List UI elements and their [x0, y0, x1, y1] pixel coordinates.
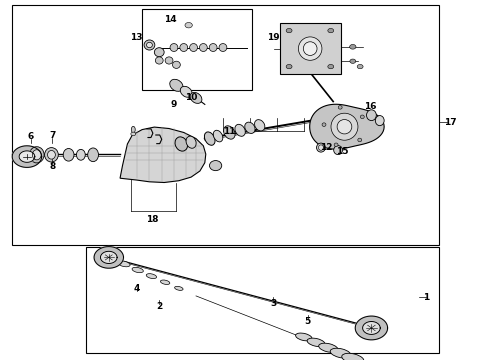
Ellipse shape [29, 147, 44, 163]
Text: 9: 9 [171, 100, 177, 109]
Ellipse shape [147, 42, 152, 48]
Ellipse shape [48, 150, 55, 159]
Ellipse shape [328, 64, 334, 69]
Ellipse shape [118, 261, 130, 267]
Ellipse shape [154, 48, 164, 57]
Ellipse shape [180, 86, 192, 97]
Ellipse shape [223, 126, 235, 139]
Ellipse shape [209, 44, 217, 51]
Polygon shape [12, 146, 42, 167]
Text: 6: 6 [28, 132, 34, 141]
Ellipse shape [360, 115, 364, 119]
Ellipse shape [334, 143, 338, 147]
Polygon shape [355, 316, 388, 340]
Ellipse shape [131, 132, 136, 136]
Ellipse shape [213, 130, 223, 142]
Ellipse shape [307, 338, 325, 347]
Ellipse shape [317, 143, 325, 152]
Ellipse shape [190, 93, 202, 103]
Ellipse shape [210, 161, 221, 171]
Ellipse shape [254, 120, 265, 131]
Ellipse shape [131, 126, 135, 133]
Ellipse shape [318, 145, 323, 150]
Ellipse shape [175, 137, 188, 151]
Ellipse shape [337, 120, 352, 134]
Polygon shape [142, 9, 252, 90]
Ellipse shape [235, 124, 245, 136]
Text: 11: 11 [223, 127, 236, 136]
Polygon shape [86, 247, 439, 353]
Ellipse shape [144, 40, 155, 50]
Ellipse shape [88, 148, 98, 162]
Ellipse shape [358, 138, 362, 142]
Text: 5: 5 [305, 317, 311, 325]
Ellipse shape [180, 44, 188, 51]
Ellipse shape [186, 136, 196, 148]
Ellipse shape [330, 348, 351, 358]
Ellipse shape [334, 146, 343, 155]
Ellipse shape [286, 28, 292, 33]
Ellipse shape [219, 44, 227, 51]
Text: 8: 8 [49, 162, 55, 171]
Ellipse shape [295, 333, 312, 341]
Ellipse shape [132, 267, 144, 273]
Ellipse shape [303, 42, 317, 55]
Ellipse shape [160, 280, 170, 284]
Text: 2: 2 [156, 302, 162, 311]
Ellipse shape [170, 79, 183, 91]
Ellipse shape [63, 149, 74, 161]
Polygon shape [310, 104, 384, 149]
Ellipse shape [331, 113, 358, 140]
Text: 7: 7 [49, 131, 56, 140]
Ellipse shape [349, 45, 356, 49]
Polygon shape [363, 321, 380, 334]
Ellipse shape [172, 61, 180, 68]
Ellipse shape [357, 64, 363, 69]
Text: 19: 19 [267, 33, 280, 42]
Ellipse shape [32, 150, 41, 160]
Polygon shape [120, 127, 206, 183]
Text: 13: 13 [130, 33, 143, 42]
Polygon shape [94, 247, 123, 268]
Ellipse shape [298, 37, 322, 60]
Polygon shape [100, 251, 117, 264]
Ellipse shape [245, 122, 255, 134]
Ellipse shape [45, 148, 58, 162]
Ellipse shape [174, 286, 183, 291]
Ellipse shape [286, 64, 292, 69]
Text: 14: 14 [164, 15, 177, 24]
Text: 16: 16 [364, 102, 377, 111]
Ellipse shape [104, 255, 117, 261]
Text: 15: 15 [336, 148, 348, 157]
Ellipse shape [199, 44, 207, 51]
Ellipse shape [146, 274, 157, 279]
Ellipse shape [170, 44, 178, 51]
Text: 4: 4 [134, 284, 141, 293]
Ellipse shape [185, 23, 193, 28]
Ellipse shape [318, 343, 338, 352]
Ellipse shape [375, 116, 384, 126]
Ellipse shape [155, 57, 163, 64]
Text: 10: 10 [185, 93, 197, 102]
Text: 1: 1 [423, 292, 429, 302]
Text: 18: 18 [146, 215, 158, 224]
Ellipse shape [367, 110, 376, 121]
Polygon shape [19, 151, 35, 162]
Ellipse shape [190, 44, 197, 51]
Polygon shape [12, 5, 439, 245]
Ellipse shape [322, 123, 326, 126]
Ellipse shape [338, 105, 342, 109]
Ellipse shape [165, 57, 173, 64]
Text: 3: 3 [270, 299, 276, 307]
Ellipse shape [350, 59, 356, 63]
Text: 17: 17 [444, 118, 457, 127]
Ellipse shape [76, 149, 85, 160]
Ellipse shape [328, 28, 334, 33]
Ellipse shape [342, 353, 364, 360]
Text: 12: 12 [319, 143, 332, 152]
Ellipse shape [204, 132, 215, 145]
Polygon shape [280, 23, 341, 74]
